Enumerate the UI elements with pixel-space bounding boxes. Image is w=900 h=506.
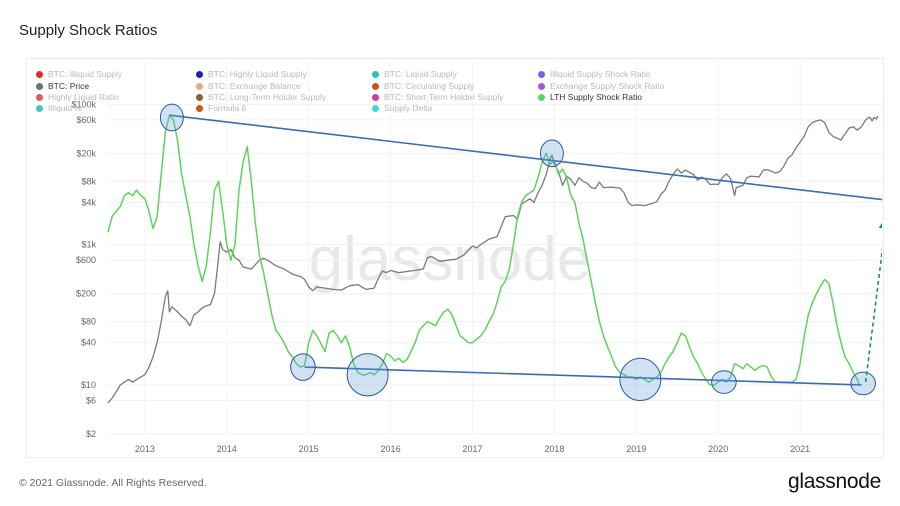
legend-label: BTC: Highly Liquid Supply [208,69,307,79]
highlight-circle [711,370,737,394]
legend-item[interactable]: BTC: Price [36,81,89,91]
series-layer [107,114,879,404]
y-tick-label: $6 [86,396,96,406]
highlight-circle [290,353,316,381]
footer-copyright: © 2021 Glassnode. All Rights Reserved. [19,477,207,489]
y-tick-label: $2 [86,429,96,439]
y-tick-label: $8k [81,176,96,186]
legend-color-swatch [538,82,545,90]
legend-label: BTC: Liquid Supply [384,69,457,79]
legend-label: Illiquid Supply Shock Ratio [550,69,651,79]
legend-item[interactable]: Supply Delta [372,103,432,113]
legend-label: LTH Supply Shock Ratio [550,92,642,102]
chart-frame [26,58,884,458]
y-tick-label: $600 [76,255,96,265]
legend-item[interactable]: BTC: Highly Liquid Supply [196,69,307,79]
legend-item[interactable]: BTC: Illiquid Supply [36,69,122,79]
x-tick-label: 2013 [135,444,155,454]
legend-color-swatch [196,82,203,90]
y-tick-label: $80 [81,317,96,327]
legend-color-swatch [196,70,203,78]
legend-color-swatch [538,70,545,78]
btc-price-line[interactable] [107,115,879,404]
highlight-circle [346,353,389,397]
lower-trendline [304,366,862,386]
legend-color-swatch [36,70,43,78]
grid-layer [108,62,882,435]
legend-color-swatch [372,70,379,78]
x-tick-label: 2017 [462,444,482,454]
x-tick-label: 2018 [544,444,564,454]
x-tick-label: 2020 [708,444,728,454]
legend-color-swatch [36,104,43,112]
y-tick-label: $4k [81,197,96,207]
y-tick-label: $10 [81,380,96,390]
legend-label: BTC: Price [48,81,90,91]
y-tick-label: $1k [81,240,96,250]
legend-color-swatch [36,82,43,90]
x-tick-label: 2015 [299,444,319,454]
x-tick-label: 2019 [626,444,646,454]
legend-item[interactable]: Exchange Supply Shock Ratio [538,81,664,91]
legend-color-swatch [538,93,545,101]
x-axis: 2013 2014 2015 2016 2017 2018 2019 2020 2021 [135,444,810,454]
legend-item[interactable]: Illiquid % [36,103,82,113]
y-tick-label: $100k [71,99,96,109]
legend-label: Supply Delta [384,103,433,113]
legend-color-swatch [196,93,203,101]
legend-color-swatch [196,104,203,112]
lth-supply-shock-ratio-line[interactable] [107,114,862,386]
upper-trendline [169,114,882,201]
highlight-circle [159,103,184,132]
legend-label: Illiquid % [48,103,83,113]
glassnode-logo: glassnode [787,470,881,493]
highlight-circle [539,139,564,168]
legend-item[interactable]: Highly Liquid Ratio [36,92,119,102]
y-tick-label: $20k [76,148,96,158]
legend-item[interactable]: Formula 6 [196,103,246,113]
legend-item[interactable]: BTC: Short-Term Holder Supply [372,92,504,102]
legend-label: BTC: Exchange Balance [208,81,301,91]
legend-color-swatch [372,104,379,112]
highlight-circle [850,371,876,396]
y-axis: $100k $60k $20k $8k $4k $1k $600 $200 $80 $40 $10 $… [71,99,96,439]
y-tick-label: $200 [76,289,96,299]
legend-label: Highly Liquid Ratio [48,92,119,102]
highlight-circle [619,357,662,402]
legend-label: BTC: Circulating Supply [384,81,475,91]
legend-item[interactable]: Illiquid Supply Shock Ratio [538,69,651,79]
y-tick-label: $40 [81,338,96,348]
x-tick-label: 2014 [217,444,237,454]
x-tick-label: 2021 [790,444,810,454]
legend-item[interactable]: BTC: Liquid Supply [372,69,457,79]
y-tick-label: $60k [76,115,96,125]
legend-item[interactable]: LTH Supply Shock Ratio [538,92,642,102]
annotation-layer [159,103,882,402]
legend-label: BTC: Illiquid Supply [48,69,123,79]
legend-item[interactable]: BTC: Circulating Supply [372,81,474,91]
x-tick-label: 2016 [381,444,401,454]
legend-label: Exchange Supply Shock Ratio [550,81,665,91]
legend-label: BTC: Short-Term Holder Supply [384,92,504,102]
legend-label: Formula 6 [208,103,247,113]
page-title: Supply Shock Ratios [19,22,158,39]
legend-color-swatch [372,93,379,101]
legend-color-swatch [36,93,43,101]
legend-color-swatch [372,82,379,90]
legend-label: BTC: Long-Term Holder Supply [208,92,327,102]
legend-item[interactable]: BTC: Exchange Balance [196,81,301,91]
legend-item[interactable]: BTC: Long-Term Holder Supply [196,92,326,102]
